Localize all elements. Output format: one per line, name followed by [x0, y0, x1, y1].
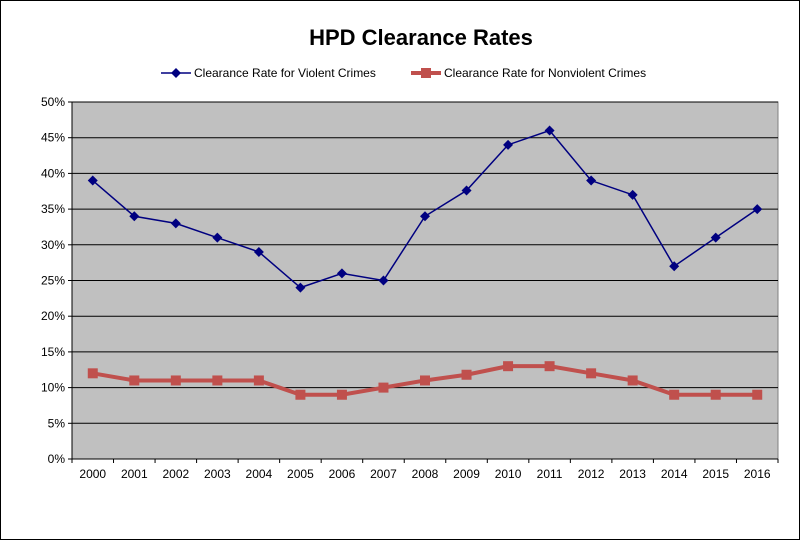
- data-point: [752, 204, 763, 215]
- y-tick-label: 15%: [41, 345, 65, 359]
- data-point: [586, 368, 597, 379]
- data-point: [461, 185, 472, 196]
- x-tick-label: 2013: [619, 467, 646, 481]
- data-point: [295, 389, 306, 400]
- legend: Clearance Rate for Violent Crimes Clearan…: [161, 66, 646, 80]
- data-point: [87, 175, 98, 186]
- x-tick-label: 2003: [204, 467, 231, 481]
- data-point: [752, 389, 763, 400]
- data-point: [461, 369, 472, 380]
- y-tick-label: 50%: [41, 95, 65, 109]
- y-tick-label: 40%: [41, 166, 65, 180]
- y-tick-label: 5%: [48, 416, 66, 430]
- x-tick-label: 2009: [453, 467, 480, 481]
- legend-label: Clearance Rate for Violent Crimes: [194, 66, 376, 80]
- data-point: [503, 361, 514, 372]
- legend-marker: [171, 68, 181, 78]
- data-point: [212, 375, 223, 386]
- data-point: [212, 232, 223, 243]
- data-point: [710, 232, 721, 243]
- legend-marker: [421, 68, 431, 78]
- data-point: [627, 375, 638, 386]
- y-tick-label: 10%: [41, 381, 65, 395]
- legend-label: Clearance Rate for Nonviolent Crimes: [444, 66, 646, 80]
- y-tick-label: 45%: [41, 131, 65, 145]
- data-point: [129, 375, 140, 386]
- x-tick-label: 2002: [162, 467, 189, 481]
- x-tick-label: 2004: [246, 467, 273, 481]
- data-point: [669, 389, 680, 400]
- x-tick-label: 2007: [370, 467, 397, 481]
- data-point: [503, 139, 514, 150]
- y-tick-label: 0%: [48, 452, 66, 466]
- x-tick-label: 2010: [495, 467, 522, 481]
- data-point: [129, 211, 140, 222]
- data-point: [378, 382, 389, 393]
- data-point: [336, 389, 347, 400]
- x-tick-label: 2011: [537, 467, 563, 481]
- x-tick-label: 2008: [412, 467, 439, 481]
- data-point: [710, 389, 721, 400]
- data-point: [420, 211, 430, 222]
- x-tick-label: 2001: [121, 467, 148, 481]
- y-tick-label: 35%: [41, 202, 65, 216]
- x-tick-label: 2005: [287, 467, 314, 481]
- data-point: [170, 375, 181, 386]
- data-point: [336, 268, 347, 279]
- series-violent: [87, 125, 763, 293]
- x-tick-label: 2016: [744, 467, 771, 481]
- data-point: [420, 375, 430, 386]
- data-point: [627, 189, 638, 200]
- x-tick-label: 2006: [329, 467, 356, 481]
- data-point: [253, 246, 264, 257]
- y-tick-label: 25%: [41, 274, 65, 288]
- data-point: [253, 375, 264, 386]
- x-tick-label: 2014: [661, 467, 688, 481]
- data-point: [669, 261, 680, 272]
- y-tick-label: 20%: [41, 309, 65, 323]
- x-tick-label: 2000: [79, 467, 106, 481]
- data-point: [295, 282, 306, 293]
- data-point: [170, 218, 181, 229]
- data-point: [544, 125, 555, 136]
- x-tick-label: 2012: [578, 467, 605, 481]
- series-nonviolent: [87, 361, 763, 400]
- x-tick-label: 2015: [702, 467, 729, 481]
- data-point: [87, 368, 98, 379]
- chart-title: HPD Clearance Rates: [309, 25, 533, 50]
- data-point: [544, 361, 555, 372]
- y-tick-label: 30%: [41, 238, 65, 252]
- data-point: [378, 275, 389, 286]
- data-point: [586, 175, 597, 186]
